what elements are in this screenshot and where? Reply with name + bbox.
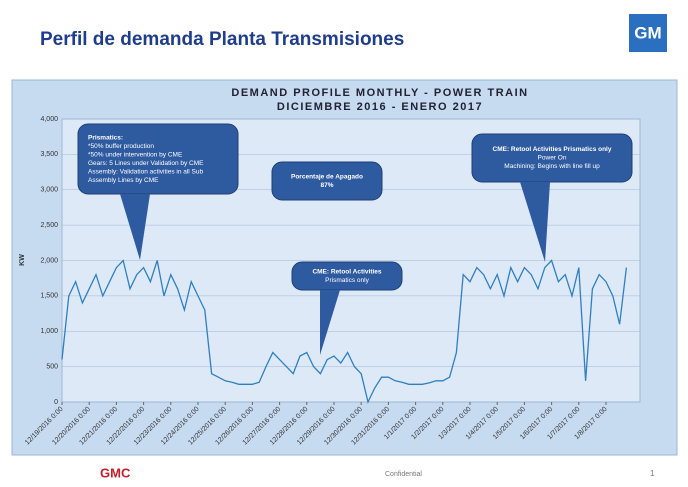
callout-tail <box>120 194 150 260</box>
callout-text: Assembly: Validation activities in all S… <box>88 168 204 175</box>
logo: GM <box>634 23 661 42</box>
y-tick-label: 2,000 <box>40 257 58 264</box>
callout-box <box>471 133 633 183</box>
callout-text: Power On <box>538 155 567 162</box>
callout-text: Assembly Lines by CME <box>88 177 159 184</box>
callout-tail <box>320 290 340 355</box>
logo-box <box>629 14 667 52</box>
callout-box <box>77 123 239 195</box>
demand-line <box>61 259 628 404</box>
callout-box <box>291 261 403 291</box>
chart-subtitle: DICIEMBRE 2016 - ENERO 2017 <box>277 101 483 113</box>
callout-text: Porcentaje de Apagado <box>291 173 363 180</box>
y-tick-label: 4,000 <box>40 116 58 123</box>
callout-text: CME: Retool Activities <box>312 268 381 275</box>
slide-title: Perfil de demanda Planta Transmisiones <box>40 29 404 50</box>
callout-text: Machining: Begins with line fill up <box>504 163 600 170</box>
callout-text: *50% under intervention by CME <box>88 151 183 158</box>
y-tick-label: 1,000 <box>40 328 58 335</box>
page-number: 1 <box>650 469 655 478</box>
chart-title: DEMAND PROFILE MONTHLY - POWER TRAIN <box>231 87 528 99</box>
y-tick-label: 1,500 <box>40 293 58 300</box>
brand-logo: GMC <box>100 465 131 480</box>
callout-box <box>271 161 383 201</box>
callout-text: Gears: 5 Lines under Validation by CME <box>88 160 204 167</box>
y-tick-label: 3,000 <box>40 187 58 194</box>
callout-text: 87% <box>320 182 333 189</box>
plot: 05001,0001,5002,0002,5003,0003,5004,0001… <box>24 116 641 447</box>
callout-tail <box>520 182 550 262</box>
y-tick-label: 500 <box>46 363 58 370</box>
callout-text: *50% buffer production <box>88 143 154 150</box>
y-tick-label: 0 <box>54 399 58 406</box>
y-axis-label: KW <box>19 254 26 266</box>
y-tick-label: 2,500 <box>40 222 58 229</box>
callout-text: Prismatics only <box>325 277 369 284</box>
footer: Confidential <box>385 471 422 478</box>
callout-text: CME: Retool Activities Prismatics only <box>493 146 612 153</box>
y-tick-label: 3,500 <box>40 151 58 158</box>
callout-text: Prismatics: <box>88 134 123 141</box>
